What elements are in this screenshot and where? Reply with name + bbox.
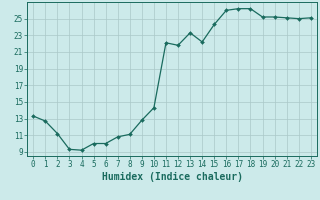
X-axis label: Humidex (Indice chaleur): Humidex (Indice chaleur) <box>101 172 243 182</box>
